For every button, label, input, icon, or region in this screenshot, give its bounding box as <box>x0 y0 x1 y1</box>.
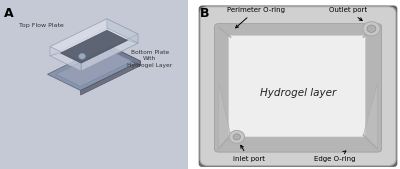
FancyBboxPatch shape <box>229 35 365 137</box>
Polygon shape <box>56 49 132 87</box>
Text: Edge O-ring: Edge O-ring <box>314 151 356 162</box>
Circle shape <box>233 134 240 140</box>
Text: inlet port: inlet port <box>233 145 265 162</box>
Circle shape <box>367 25 376 32</box>
Circle shape <box>363 22 380 36</box>
FancyBboxPatch shape <box>214 24 382 152</box>
Polygon shape <box>107 19 138 43</box>
Text: A: A <box>4 7 13 20</box>
Text: Top Flow Plate: Top Flow Plate <box>19 23 64 28</box>
Polygon shape <box>81 34 138 71</box>
Polygon shape <box>48 45 140 90</box>
Text: Perimeter O-ring: Perimeter O-ring <box>226 7 285 28</box>
Polygon shape <box>80 61 140 95</box>
Text: Outlet port: Outlet port <box>329 7 367 21</box>
Circle shape <box>79 53 86 59</box>
Circle shape <box>229 130 244 143</box>
Polygon shape <box>218 83 231 149</box>
FancyBboxPatch shape <box>200 7 396 166</box>
Polygon shape <box>363 83 378 149</box>
Polygon shape <box>50 28 138 71</box>
Polygon shape <box>108 45 140 66</box>
FancyBboxPatch shape <box>199 6 397 166</box>
Text: B: B <box>200 7 210 20</box>
Polygon shape <box>50 19 107 56</box>
Polygon shape <box>50 47 81 71</box>
Polygon shape <box>50 19 138 62</box>
Text: Hydrogel layer: Hydrogel layer <box>260 88 336 98</box>
Text: Bottom Plate
With
Hydrogel Layer: Bottom Plate With Hydrogel Layer <box>127 50 172 67</box>
Polygon shape <box>60 30 128 63</box>
